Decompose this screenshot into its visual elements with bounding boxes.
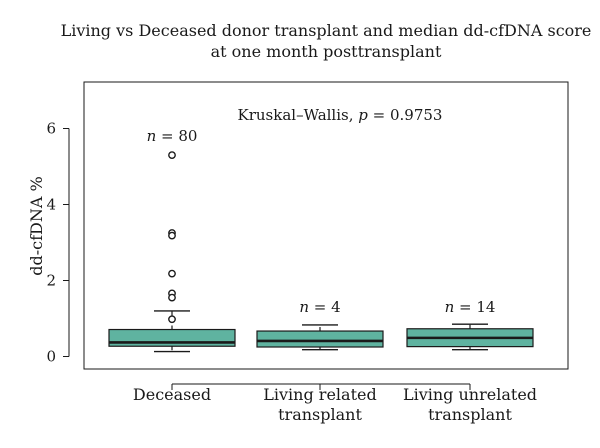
x-category-label-1-line-1: transplant: [278, 405, 362, 424]
outlier-point-0-6: [168, 315, 176, 324]
chart-title-line-1: Living vs Deceased donor transplant and …: [61, 21, 592, 40]
annotation-prefix: Kruskal–Wallis,: [238, 106, 359, 124]
annotation-p-symbol: p: [358, 106, 368, 124]
kruskal-wallis-annotation: Kruskal–Wallis, p = 0.9753: [238, 106, 443, 124]
x-category-label-0-line-0: Deceased: [133, 385, 211, 404]
y-tick-label-6: 6: [46, 120, 56, 138]
box-group-2: [406, 323, 534, 351]
y-tick-label-0: 0: [46, 348, 56, 366]
boxes-layer: [108, 151, 534, 353]
x-category-label-2-line-0: Living unrelated: [403, 385, 537, 404]
outlier-point-0-0: [168, 151, 176, 160]
box-group-0: [108, 151, 236, 353]
chart-title-line-2: at one month posttransplant: [211, 42, 442, 61]
sample-size-symbol-2: n: [445, 298, 455, 316]
y-tick-label-2: 2: [46, 272, 56, 290]
sample-size-label-0: n = 80: [147, 127, 198, 145]
x-category-label-1-line-0: Living related: [263, 385, 376, 404]
sample-size-symbol-1: n: [299, 298, 309, 316]
box-group-1: [256, 324, 384, 351]
sample-size-label-2: n = 14: [445, 298, 496, 316]
outlier-point-0-3: [168, 269, 176, 278]
plot-frame: [83, 81, 569, 370]
sample-size-value-2: = 14: [454, 298, 495, 316]
outlier-point-0-5: [168, 293, 176, 302]
iqr-box-1: [256, 330, 384, 348]
sample-size-symbol-0: n: [147, 127, 157, 145]
outlier-point-0-2: [168, 231, 176, 240]
sample-size-value-1: = 4: [309, 298, 341, 316]
sample-size-label-1: n = 4: [299, 298, 340, 316]
y-axis: 0 2 4 6: [46, 120, 70, 366]
x-category-label-2-line-1: transplant: [428, 405, 512, 424]
y-tick-label-4: 4: [46, 196, 56, 214]
annotation-p-value: = 0.9753: [368, 106, 443, 124]
y-axis-label: dd-cfDNA %: [27, 176, 46, 275]
sample-size-value-0: = 80: [156, 127, 197, 145]
